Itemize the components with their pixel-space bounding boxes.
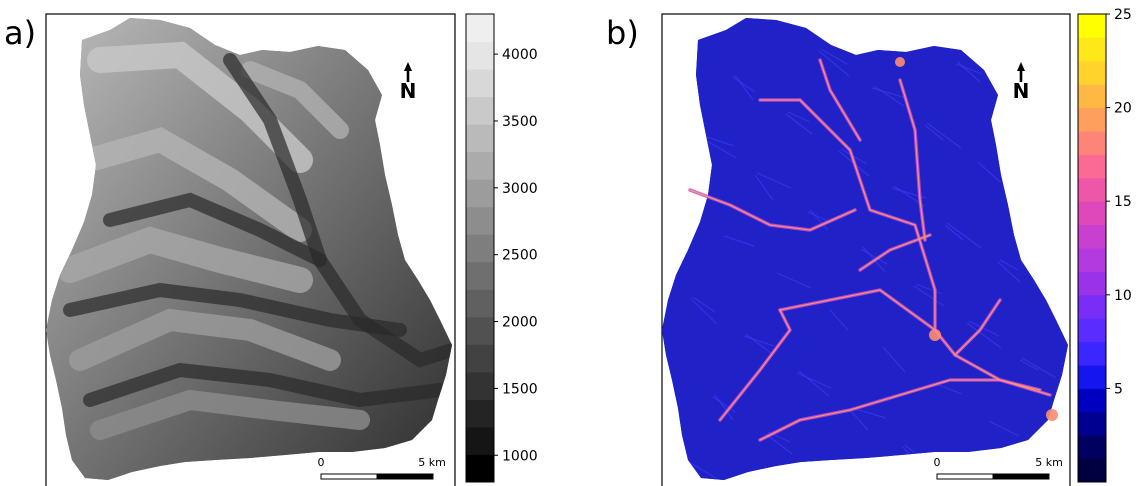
legend-frame <box>465 13 495 483</box>
legend-tick-label: 15 <box>1114 194 1132 210</box>
legend-color-step <box>1078 411 1106 436</box>
legend-color-step <box>1078 224 1106 249</box>
north-label: N <box>400 79 417 103</box>
legend-tick-label: 3500 <box>502 114 538 130</box>
legend-tick-label: 5 <box>1114 381 1123 397</box>
legend-tick-label: 3000 <box>502 181 538 197</box>
panel-label: b) <box>606 14 639 52</box>
map-frame <box>661 13 1071 486</box>
scale-bar: 0 5 km <box>318 456 446 480</box>
legend-color-step <box>466 371 494 400</box>
legend-color-step <box>1078 435 1106 460</box>
legend-color-step <box>1078 14 1106 38</box>
panel-label: a) <box>4 14 36 52</box>
legend-tick-label: 2000 <box>502 315 538 331</box>
legend-color-step <box>1078 248 1106 272</box>
legend-color-step <box>1078 458 1106 483</box>
legend-color-step <box>466 316 494 345</box>
legend-color-step <box>1078 177 1106 202</box>
legend-color-step <box>1078 107 1106 132</box>
scale-start-label: 0 <box>318 456 325 469</box>
legend-tick-label: 10 <box>1114 288 1132 304</box>
legend-color-step <box>466 426 494 455</box>
flow-legend: 5 10 15 20 25 <box>1077 7 1132 483</box>
scale-end-label: 5 km <box>1035 456 1063 469</box>
scale-start-label: 0 <box>934 456 941 469</box>
map-frame <box>45 13 456 486</box>
panel-a: a) N 0 5 km 1000 1500 2000 2500 3000 3500 4000 <box>4 13 538 486</box>
legend-color-step <box>1078 341 1106 366</box>
legend-tick-label: 2500 <box>502 248 538 264</box>
legend-color-step <box>1078 365 1106 389</box>
legend-color-step <box>1078 37 1106 62</box>
legend-color-step <box>1078 388 1106 413</box>
legend-color-step <box>466 96 494 125</box>
legend-color-step <box>1078 294 1106 319</box>
scale-bar: 0 5 km <box>934 456 1063 480</box>
north-arrow: N <box>1013 62 1030 103</box>
legend-color-step <box>1078 318 1106 343</box>
legend-color-step <box>1078 84 1106 109</box>
legend-color-step <box>1078 154 1106 179</box>
elevation-legend: 1000 1500 2000 2500 3000 3500 4000 <box>465 13 538 483</box>
legend-color-step <box>466 41 494 70</box>
legend-color-step <box>466 344 494 373</box>
legend-tick-label: 25 <box>1114 7 1132 23</box>
legend-color-step <box>466 179 494 208</box>
scale-end-label: 5 km <box>418 456 446 469</box>
legend-color-step <box>1078 131 1106 155</box>
elevation-map <box>46 18 452 480</box>
legend-color-step <box>466 69 494 98</box>
legend-color-step <box>466 206 494 235</box>
legend-color-step <box>466 234 494 263</box>
legend-tick-label: 1500 <box>502 381 538 397</box>
legend-color-step <box>466 399 494 428</box>
panel-b: b) N 0 5 km 5 10 15 20 25 <box>606 7 1132 486</box>
legend-tick-label: 4000 <box>502 47 538 63</box>
legend-color-step <box>1078 60 1106 85</box>
flow-map <box>662 18 1068 480</box>
legend-color-step <box>466 14 494 43</box>
legend-color-step <box>466 151 494 180</box>
legend-tick-label: 1000 <box>502 448 538 464</box>
legend-color-step <box>466 124 494 153</box>
legend-color-step <box>466 261 494 290</box>
legend-tick-label: 20 <box>1114 101 1132 117</box>
north-label: N <box>1013 79 1030 103</box>
legend-color-step <box>1078 271 1106 296</box>
legend-color-step <box>466 289 494 318</box>
legend-frame <box>1077 13 1107 483</box>
legend-color-step <box>1078 201 1106 226</box>
north-arrow: N <box>400 62 417 103</box>
legend-color-step <box>466 454 494 483</box>
